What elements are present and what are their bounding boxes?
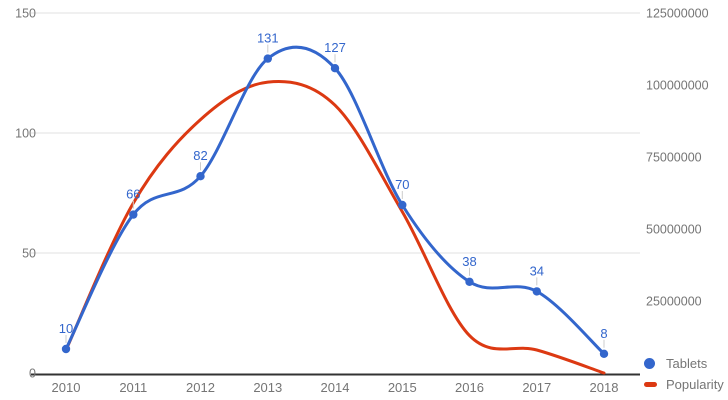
data-point-tablets-2018[interactable] [599, 349, 609, 358]
data-point-tablets-2011[interactable] [129, 210, 138, 219]
data-point-tablets-2015[interactable] [398, 200, 407, 210]
x-axis-label-2013: 2013 [253, 380, 282, 395]
data-point-tablets-2012[interactable] [196, 172, 205, 181]
x-axis-label-2016: 2016 [455, 380, 484, 395]
chart-legend: Tablets Popularity [644, 353, 724, 395]
popularity-series-line-icon [644, 382, 657, 387]
data-point-tablets-2010[interactable] [61, 344, 71, 354]
left-axis-tick-label-150: 150 [15, 7, 36, 21]
legend-item-popularity[interactable]: Popularity [644, 374, 724, 395]
right-axis-tick-label-100000000: 100000000 [646, 79, 709, 93]
x-axis-label-2014: 2014 [321, 380, 350, 395]
legend-item-tablets[interactable]: Tablets [644, 353, 724, 374]
popularity-marker-box [644, 382, 662, 387]
series-line-tablets[interactable] [64, 45, 606, 356]
data-point-tablets-2016[interactable] [465, 277, 474, 286]
x-axis-label-2018: 2018 [590, 380, 619, 395]
right-axis-tick-label-25000000: 25000000 [646, 295, 702, 309]
annotation-label-tablets-2012: 82 [193, 148, 207, 163]
right-axis-tick-label-50000000: 50000000 [646, 223, 702, 237]
annotation-label-tablets-2014: 127 [324, 40, 346, 55]
annotation-label-tablets-2010: 10 [59, 321, 73, 336]
annotation-label-tablets-2011: 66 [126, 187, 140, 202]
right-axis-tick-label-75000000: 75000000 [646, 151, 702, 165]
annotation-label-tablets-2018: 8 [600, 326, 607, 341]
data-point-tablets-2017[interactable] [532, 287, 541, 296]
annotation-label-tablets-2015: 70 [395, 177, 409, 192]
tablets-series-circle-icon [644, 358, 655, 369]
left-axis-tick-label-0: 0 [29, 367, 36, 381]
x-axis-label-2012: 2012 [186, 380, 215, 395]
x-axis-label-2015: 2015 [388, 380, 417, 395]
left-axis-tick-label-50: 50 [22, 247, 36, 261]
series-line-popularity[interactable] [64, 80, 606, 375]
data-point-tablets-2013[interactable] [263, 54, 272, 63]
data-point-tablets-2014[interactable] [330, 63, 340, 73]
right-axis-tick-label-125000000: 125000000 [646, 7, 709, 21]
legend-label-tablets: Tablets [666, 356, 708, 371]
annotation-label-tablets-2017: 34 [530, 263, 544, 278]
annotation-label-tablets-2013: 131 [257, 31, 279, 46]
x-axis-label-2010: 2010 [52, 380, 81, 395]
x-axis-label-2011: 2011 [119, 380, 147, 395]
x-axis-label-2017: 2017 [522, 380, 551, 395]
legend-label-popularity: Popularity [666, 377, 724, 392]
tablets-marker-box [644, 358, 662, 369]
left-axis-tick-label-100: 100 [15, 127, 36, 141]
annotation-label-tablets-2016: 38 [462, 254, 476, 269]
